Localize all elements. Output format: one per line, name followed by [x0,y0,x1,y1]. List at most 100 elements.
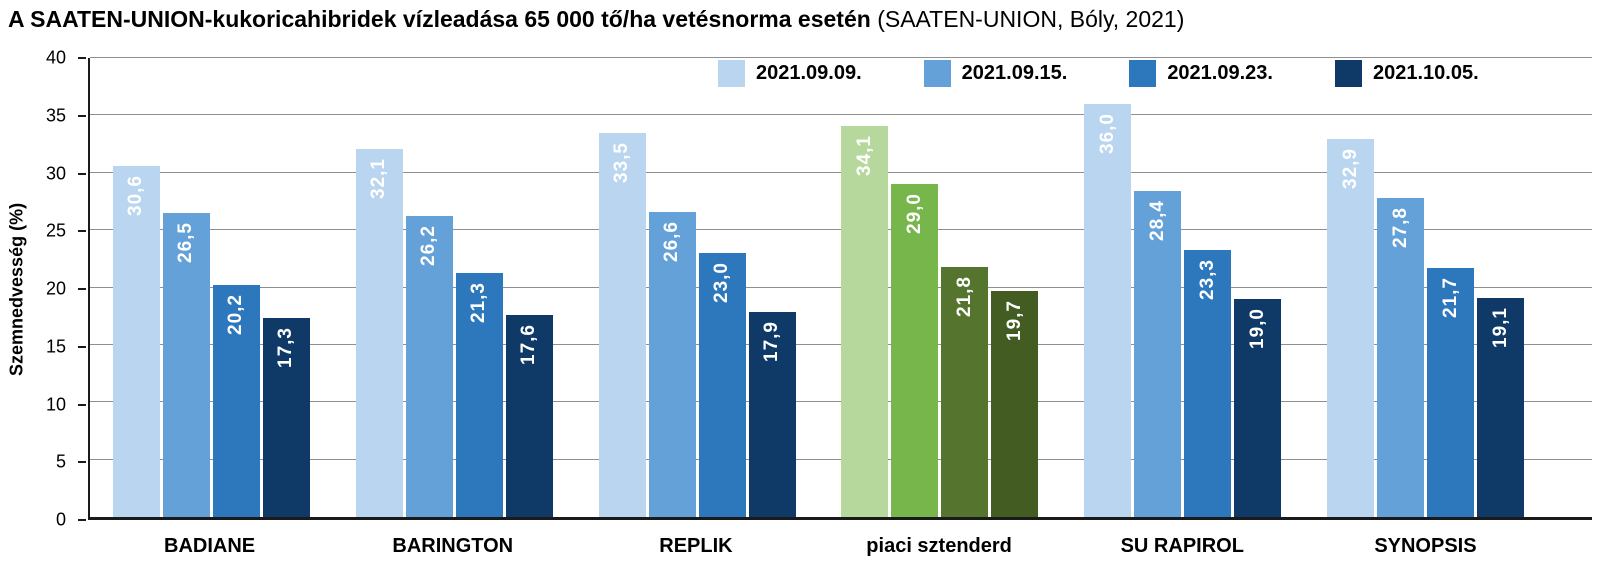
y-tick-label: 25 [45,220,66,241]
legend-label: 2021.09.23. [1167,62,1273,84]
y-tick-mark [78,345,86,348]
bar-value-label: 26,6 [661,220,683,262]
y-tick-label: 5 [55,451,66,472]
bar: 19,7 [991,290,1039,517]
legend-swatch [923,60,951,87]
legend-item: 2021.09.09. [718,60,862,87]
x-category-label: REPLIK [659,535,733,557]
gridline [90,343,1592,345]
legend-swatch [718,60,745,87]
legend-label: 2021.09.15. [961,62,1068,84]
bar-group: 34,1 29,0 21,8 19,7 [818,58,1061,517]
bar-group: 32,9 27,8 21,7 19,1 [1304,58,1547,517]
bar: 33,5 [598,132,646,517]
bar-value-label: 32,1 [368,157,390,199]
bar: 23,3 [1184,249,1232,517]
legend-item: 2021.09.23. [1129,60,1273,87]
x-category-label: SYNOPSIS [1374,535,1477,557]
bar-value-label: 36,0 [1096,112,1118,154]
legend: 2021.09.09. 2021.09.15. 2021.09.23. 2021.10… [718,60,1479,87]
bar-group: 33,5 26,6 23,0 17,9 [576,58,819,517]
legend-item: 2021.09.15. [923,60,1068,87]
x-axis-labels: BADIANE BARINGTON REPLIK piaci sztenderd SU … [88,535,1547,558]
bar: 21,7 [1427,268,1475,517]
bar: 30,6 [112,165,160,517]
bar-value-label: 17,6 [518,324,540,366]
gridline [90,171,1592,173]
y-tick-mark [78,288,86,290]
legend-swatch [1129,60,1157,87]
bar: 28,4 [1134,191,1182,517]
bar-value-label: 17,3 [275,327,297,369]
x-category-label: SU RAPIROL [1120,535,1244,557]
y-tick-label: 15 [45,336,66,357]
bar-value-label: 26,5 [175,221,197,263]
bar: 26,2 [405,216,453,517]
chart-title: A SAATEN-UNION-kukoricahibridek vízleadá… [8,6,1184,33]
bar-value-label: 26,2 [418,225,440,267]
x-category-label: BARINGTON [392,535,514,557]
bar-value-label: 19,7 [1003,299,1025,341]
bar-value-label: 19,1 [1489,306,1511,348]
bar-value-label: 20,2 [225,294,247,336]
bar: 19,0 [1234,298,1282,517]
bar-value-label: 33,5 [611,141,633,183]
bar: 36,0 [1084,103,1132,517]
bar-value-label: 27,8 [1389,207,1411,248]
y-tick-mark [78,230,86,233]
bar-value-label: 23,3 [1196,258,1218,300]
bar: 21,3 [455,272,503,517]
bar-value-label: 17,9 [761,320,783,362]
plot-area: 2021.09.09. 2021.09.15. 2021.09.23. 2021.10… [88,57,1592,520]
y-tick-mark [78,461,86,464]
bar-value-label: 21,8 [953,275,975,317]
bar: 32,9 [1327,139,1375,517]
bar: 26,5 [162,212,210,517]
bar: 26,6 [648,211,696,517]
bar-value-label: 32,9 [1339,148,1361,190]
legend-swatch [1334,60,1362,87]
bar: 34,1 [841,125,889,517]
bar-value-label: 23,0 [711,262,733,304]
legend-item: 2021.10.05. [1334,60,1479,87]
y-tick-mark [78,114,86,117]
gridline [90,458,1592,460]
bar-value-label: 30,6 [125,174,147,216]
x-category-label: BADIANE [164,535,256,557]
gridline [90,229,1592,231]
bar: 17,3 [262,318,310,517]
y-tick-mark [78,172,86,175]
bar: 23,0 [698,253,746,517]
bar: 21,8 [941,266,989,517]
y-tick-mark [78,57,86,59]
bar: 17,6 [505,315,553,517]
bar: 29,0 [891,184,939,517]
legend-label: 2021.10.05. [1372,62,1479,84]
bar: 27,8 [1377,198,1425,517]
gridline [90,57,1592,58]
y-tick-label: 35 [45,105,66,126]
y-tick-label: 30 [45,163,66,183]
legend-label: 2021.09.09. [756,62,862,84]
gridline [90,401,1592,403]
bar-value-label: 28,4 [1146,200,1168,242]
bar-value-label: 19,0 [1246,307,1268,349]
bar-value-label: 29,0 [903,193,925,235]
bar: 17,9 [748,311,796,517]
y-tick-mark [78,519,86,521]
gridline [90,286,1592,288]
bar-group: 36,0 28,4 23,3 19,0 [1061,58,1304,517]
gridline [90,114,1592,116]
x-category-label: piaci sztenderd [866,535,1012,557]
chart-title-note: (SAATEN-UNION, Bóly, 2021) [870,6,1185,32]
bar-value-label: 21,7 [1439,277,1461,318]
y-tick-label: 10 [45,394,66,414]
bar-group: 30,6 26,5 20,2 17,3 [90,58,333,517]
y-tick-label: 40 [45,47,66,68]
chart-title-main: A SAATEN-UNION-kukoricahibridek vízleadá… [8,6,871,32]
bar-groups: 30,6 26,5 20,2 17,3 32,1 26,2 21,3 17,6 33,5 26,6… [90,58,1547,517]
y-axis-ticks: 0 5 10 15 20 25 30 35 40 [0,48,86,530]
y-tick-label: 0 [55,509,66,530]
bar-value-label: 21,3 [468,281,490,323]
